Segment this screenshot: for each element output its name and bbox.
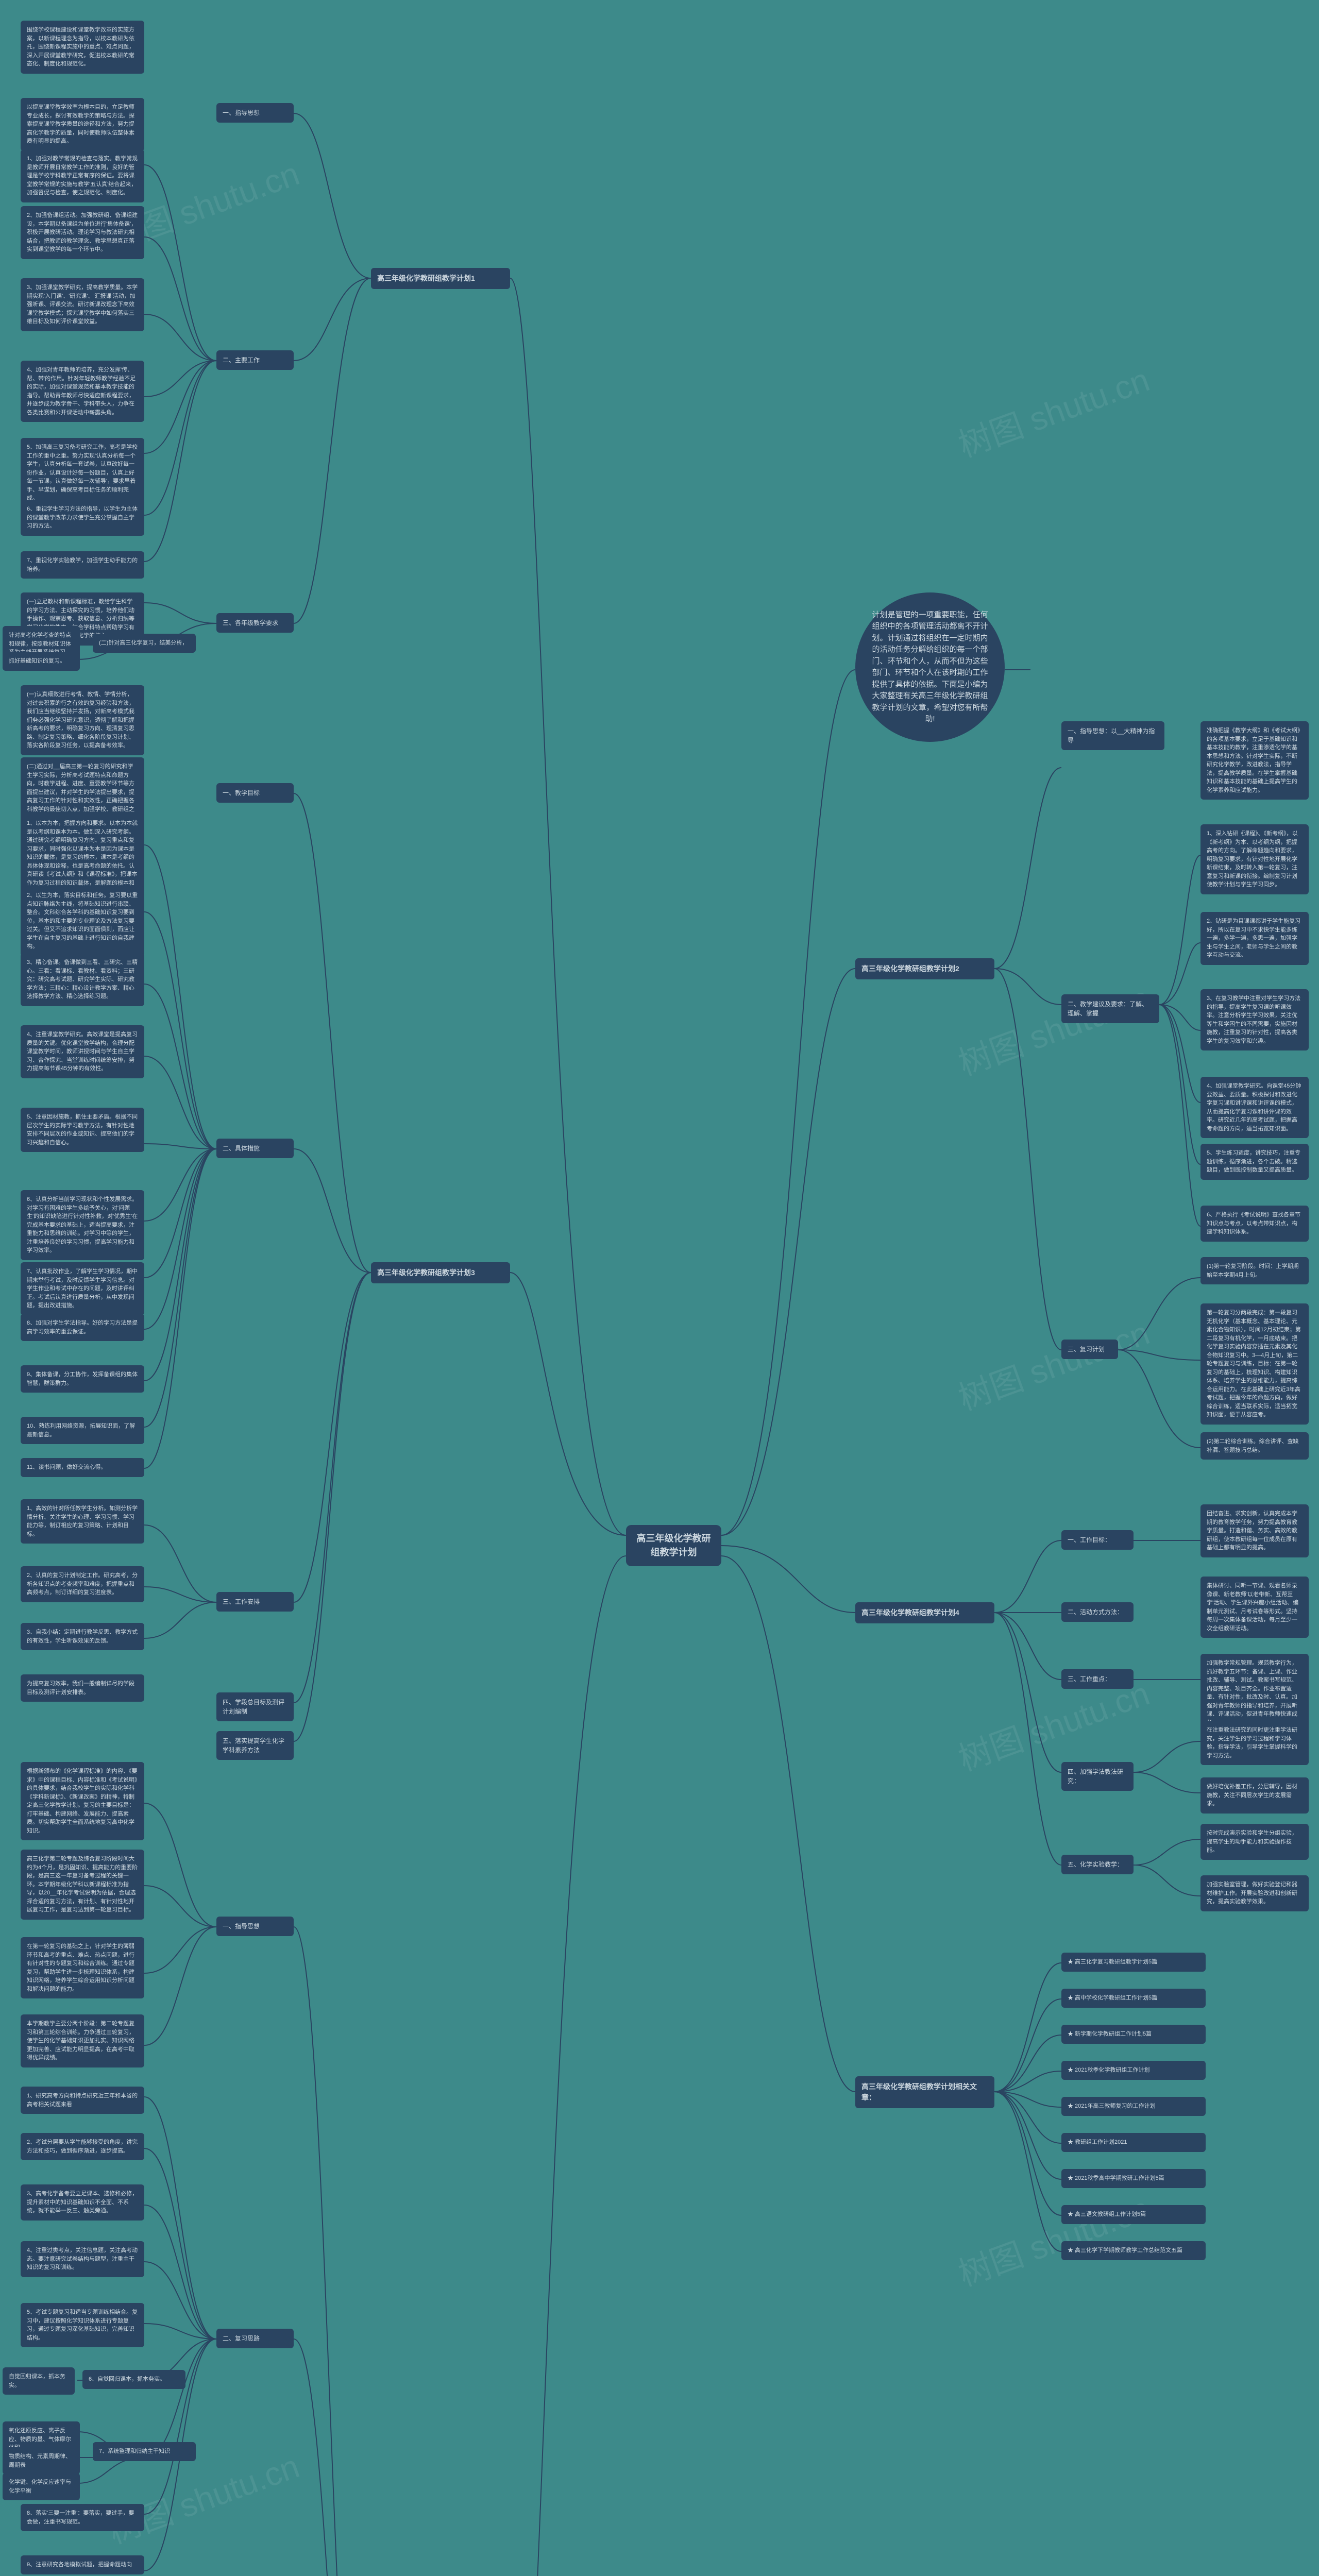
- related-leaf-0: ★ 高三化学复习教研组教学计划5篇: [1061, 1953, 1206, 1972]
- plan1-sub-1: 二、主要工作: [216, 350, 294, 370]
- plan4-sub-4: 五、化学实验教学：: [1061, 1855, 1134, 1874]
- plan5-s1-leaf-1: 2、考试分层要从学生能够接受的角度，讲究方法和技巧，做到循序渐进，逐步提高。: [21, 2133, 144, 2160]
- plan2-s1-leaf-5: 6、严格执行《考试说明》查找各章节知识点与考点，以考点带知识点，构建学科知识体系…: [1200, 1206, 1309, 1242]
- plan1-s1-leaf-0: 1、加强对教学常规的检查与落实。教学常规是教师开展日常教学工作的准则，良好的管理…: [21, 149, 144, 202]
- plan1-s0-leaf-1: 以提高课堂教学效率为根本目的，立足教师专业成长，探讨有效教学的策略与方法。探索提…: [21, 98, 144, 151]
- plan3-sub-3: 四、学段总目标及测评计划编制: [216, 1692, 294, 1721]
- plan5-s1-leaf-2: 3、高考化学备考要立足课本、选修和必修，提升素材中的知识基础知识不全面、不系统，…: [21, 2184, 144, 2221]
- plan3-s1-leaf-9: 10、熟练利用网络资源，拓展知识面，了解最新信息。: [21, 1417, 144, 1444]
- section-plan1: 高三年级化学教研组教学计划1: [371, 268, 510, 289]
- plan5-s1-leaf-5a: 自觉回归课本，抓本务实。: [3, 2367, 75, 2395]
- plan3-s1-leaf-1: 2、以生为本，落实目标和任务。复习要以重点知识脉络为主线，将基础知识进行串联、整…: [21, 886, 144, 956]
- plan2-s1-leaf-1: 2、钻研是为目课课都讲于学生能复习好，所以在复习中不求快学生能多练一遍，多学一遍…: [1200, 912, 1309, 965]
- plan3-s1-leaf-3: 4、注重课堂教学研究。高效课堂是提高复习质量的关键。优化课堂教学结构，合理分配课…: [21, 1025, 144, 1078]
- plan2-sub0-leaf: 准确把握《教学大纲》和《考试大纲》的各项基本要求，立足于基础知识和基本技能的教学…: [1200, 721, 1309, 800]
- plan5-s1-leaf-3: 4、注重过类考点，关注信息题，关注高考动态。要注意研究试卷结构与题型，注重主干知…: [21, 2241, 144, 2277]
- plan4-s3-leaf-0: 在注重教法研究的同时更注重学法研究，关注学生的学习过程和学习体验，指导学法，引导…: [1200, 1721, 1309, 1765]
- plan3-s2-leaf-1: 2、认真的复习计划制定工作。研究高考，分析各知识点的考查频率和难度，把握重点和高…: [21, 1566, 144, 1602]
- plan5-sub-0: 一、指导思想: [216, 1917, 294, 1936]
- section-plan3: 高三年级化学教研组教学计划3: [371, 1262, 510, 1283]
- plan5-s0-leaf-1: 高三化学第二轮专题及综合复习阶段时间大约为4个月，是巩固知识、提高能力的重要阶段…: [21, 1850, 144, 1920]
- plan2-s2-leaf-0: (1)第一轮复习阶段。时间：上学期期始至本学期4月上旬。: [1200, 1257, 1309, 1284]
- plan4-s4-leaf-1: 加强实验室管理，做好实验登记和器材维护工作。开展实验改进和创新研究，提高实验教学…: [1200, 1875, 1309, 1911]
- section-plan4: 高三年级化学教研组教学计划4: [855, 1602, 994, 1623]
- related-leaf-1: ★ 高中学校化学教研组工作计划5篇: [1061, 1989, 1206, 2008]
- plan3-s1-leaf-10: 11、读书问题，做好交流心得。: [21, 1458, 144, 1477]
- section-plan2: 高三年级化学教研组教学计划2: [855, 958, 994, 979]
- plan3-s1-leaf-8: 9、集体备课，分工协作，发挥备课组的集体智慧，群策群力。: [21, 1365, 144, 1393]
- plan5-s1-leaf-4: 5、考试专题复习和适当专题训练相结合。复习中，建议按照化学知识体系进行专题复习，…: [21, 2303, 144, 2347]
- plan5-sub-1: 二、复习思路: [216, 2329, 294, 2348]
- plan1-s2-leaf-1b: 抓好基础知识的复习。: [3, 652, 80, 671]
- plan3-sub-1: 二、具体措施: [216, 1139, 294, 1158]
- plan5-s0-leaf-2: 在第一轮复习的基础之上，针对学生的薄弱环节和高考的重点、难点、热点问题，进行有针…: [21, 1937, 144, 1998]
- plan5-s0-leaf-3: 本学期教学主要分两个阶段：第二轮专题复习和第三轮综合训练。力争通过三轮复习，使学…: [21, 2014, 144, 2067]
- mindmap-canvas: 树图 shutu.cn 树图 shutu.cn 树图 shutu.cn 树图 s…: [0, 0, 1319, 2576]
- plan5-s1-leaf-6c: 化学键、化学反应速率与化学平衡: [3, 2473, 80, 2500]
- related-leaf-7: ★ 高三语文教研组工作计划5篇: [1061, 2205, 1206, 2224]
- plan3-sub-0: 一、教学目标: [216, 783, 294, 803]
- plan1-sub-2: 三、各年级教学要求: [216, 613, 294, 633]
- plan4-s3-leaf-1: 做好培优补差工作，分层辅导，因材施教，关注不同层次学生的发展需求。: [1200, 1777, 1309, 1814]
- plan2-s1-leaf-0: 1、深入钻研《课程》、《新考纲》，以《新考纲》为本、以考纲为纲，把握高考的方向。…: [1200, 824, 1309, 894]
- plan4-sub-0: 一、工作目标：: [1061, 1530, 1134, 1550]
- plan1-s1-leaf-4: 5、加强高三复习备考研究工作，高考是学校工作的重中之重。努力实现'认真分析每一个…: [21, 438, 144, 508]
- plan4-s1-leaf-0: 集体研讨、同听一节课、观看名师录像课、新老教师'以老带新、互帮互学'活动、学生课…: [1200, 1577, 1309, 1638]
- plan1-s1-leaf-2: 3、加强课堂教学研究，提高教学质量。本学期实现'入门课'、'研究课'、'汇报课'…: [21, 278, 144, 331]
- plan3-s1-leaf-6: 7、认真批改作业，了解学生学习情况，期中期末举行考试，及时反馈学生学习信息。对学…: [21, 1262, 144, 1315]
- related-leaf-6: ★ 2021秋季高中学期教研工作计划5篇: [1061, 2169, 1206, 2188]
- plan1-s1-leaf-6: 7、重视化学实验教学，加强学生动手能力的培养。: [21, 551, 144, 579]
- plan2-sub-1: 二、教学建议及要求：了解、理解、掌握: [1061, 994, 1159, 1023]
- plan4-s4-leaf-0: 按时完成演示实验和学生分组实验，提高学生的动手能力和实验操作技能。: [1200, 1824, 1309, 1860]
- plan1-s1-leaf-3: 4、加强对青年教师的培养，充分发挥'传、帮、带'的作用。针对年轻教师教学经验不足…: [21, 361, 144, 422]
- plan5-s1-leaf-0: 1、研究高考方向和特点研究近三年和本省的高考相关试题来看: [21, 2087, 144, 2114]
- related-leaf-4: ★ 2021年高三教师复习的工作计划: [1061, 2097, 1206, 2116]
- plan5-s1-leaf-5: 6、自觉回归课本，抓本务实。: [82, 2370, 185, 2389]
- related-leaf-3: ★ 2021秋季化学教研组工作计划: [1061, 2061, 1206, 2080]
- plan2-s2-leaf-1: 第一轮复习分两段完成：第一段复习无机化学（基本概念、基本理论、元素化合物知识），…: [1200, 1303, 1309, 1425]
- plan3-s1-leaf-5: 6、认真分析当前学习现状和个性发展需求。对学习有困难的学生多给予关心，对'问题生…: [21, 1190, 144, 1260]
- plan1-s0-leaf-0: 围绕学校课程建设和课堂教学改革的实施方案，以新课程理念为指导，以校本教研为依托，…: [21, 21, 144, 74]
- plan3-s2-leaf-2: 3、自我小结：定期进行教学反思、教学方式的有效性，学生听课效果的反馈。: [21, 1623, 144, 1650]
- root-node: 高三年级化学教研组教学计划: [626, 1525, 721, 1566]
- plan3-s3-leaf-0: 为提高复习效率，我们一般编制详尽的学段目标及测评计划安排表。: [21, 1674, 144, 1702]
- plan2-s1-leaf-2: 3、在复习教学中注重对学生学习方法的指导，提高学生复习课的听课效率。注意分析学生…: [1200, 989, 1309, 1050]
- plan2-sub-2: 三、复习计划: [1061, 1340, 1118, 1359]
- plan2-s1-leaf-3: 4、加强课堂教学研究。向课堂45分钟要效益、要质量。积极探讨和改进化学复习课和讲…: [1200, 1077, 1309, 1138]
- plan2-s2-leaf-2: (2)第二轮综合训练。综合讲评、查缺补漏、答题技巧总结。: [1200, 1432, 1309, 1460]
- plan1-sub-0: 一、指导思想: [216, 103, 294, 123]
- plan4-sub-1: 二、活动方式方法：: [1061, 1602, 1134, 1622]
- plan5-s0-leaf-0: 根据新颁布的《化学课程标准》的内容、《要求》中的课程目标、内容标准和《考试说明》…: [21, 1762, 144, 1840]
- related-leaf-8: ★ 高三化学下学期教师教学工作总结范文五篇: [1061, 2241, 1206, 2260]
- related-leaf-2: ★ 新学期化学教研组工作计划5篇: [1061, 2025, 1206, 2044]
- plan1-s1-leaf-5: 6、重视学生学习方法的指导，以学生为主体的课堂教学改革力求使学生充分掌握自主学习…: [21, 500, 144, 536]
- plan3-s1-leaf-2: 3、精心备课。备课做到三看、三研究、三精心。三看：看课标、看教材、看资料；三研究…: [21, 953, 144, 1006]
- plan3-s2-leaf-0: 1、高效的针对所任教学生分析。如测分析学情分析、关注学生的心理、学习习惯、学习能…: [21, 1499, 144, 1544]
- plan5-s1-leaf-6b: 物质结构、元素周期律、周期表: [3, 2447, 80, 2475]
- plan3-sub-2: 三、工作安排: [216, 1592, 294, 1612]
- plan3-s1-leaf-4: 5、注意因材施教，抓住主要矛盾。根据不同层次学生的实际学习教学方法，有针对性地安…: [21, 1108, 144, 1152]
- plan3-sub-4: 五、落实提高学生化学学科素养方法: [216, 1731, 294, 1760]
- intro-node: 计划是管理的一项重要职能，任何组织中的各项管理活动都离不开计划。计划通过将组织在…: [855, 592, 1005, 742]
- plan5-s1-leaf-8: 9、注意研究各地模拟试题，把握命题动向: [21, 2555, 144, 2574]
- plan2-s1-leaf-4: 5、学生练习适度，讲究技巧，注重专题训练，循序渐进，各个击破。精选题目，做到既控…: [1200, 1144, 1309, 1180]
- plan3-s0-leaf-0: (一)认真细致进行考情、教情、学情分析，对过去积累的行之有效的复习经验和方法，我…: [21, 685, 144, 755]
- plan5-s1-leaf-6: 7、系统整理和归纳主干知识: [93, 2442, 196, 2461]
- plan1-s2-leaf-1: (二)针对高三化学复习，结美分析，: [93, 634, 196, 653]
- plan4-sub-2: 三、工作重点：: [1061, 1669, 1134, 1689]
- plan4-sub-3: 四、加强学法教法研究：: [1061, 1762, 1134, 1791]
- plan3-s1-leaf-7: 8、加强对学生学法指导。好的学习方法是提高学习效率的重要保证。: [21, 1314, 144, 1341]
- related-leaf-5: ★ 教研组工作计划2021: [1061, 2133, 1206, 2152]
- plan4-s0-leaf-0: 团结奋进、求实创新，认真完成本学期的教育教学任务，努力提高教育教学质量。打造和谐…: [1200, 1504, 1309, 1557]
- plan5-s1-leaf-7: 8、落实'三要一注重'：要落实，要过手，要会做，注重书写规范。: [21, 2504, 144, 2531]
- section-related: 高三年级化学教研组教学计划相关文章：: [855, 2076, 994, 2108]
- plan1-s1-leaf-1: 2、加强备课组活动。加强教研组、备课组建设，本学期以备课组为单位进行'集体备课'…: [21, 206, 144, 259]
- plan2-sub-0: 一、指导思想：以__大精神为指导: [1061, 721, 1164, 750]
- edges-layer: [0, 0, 1319, 2576]
